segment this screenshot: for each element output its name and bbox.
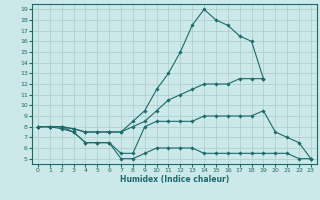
X-axis label: Humidex (Indice chaleur): Humidex (Indice chaleur) <box>120 175 229 184</box>
